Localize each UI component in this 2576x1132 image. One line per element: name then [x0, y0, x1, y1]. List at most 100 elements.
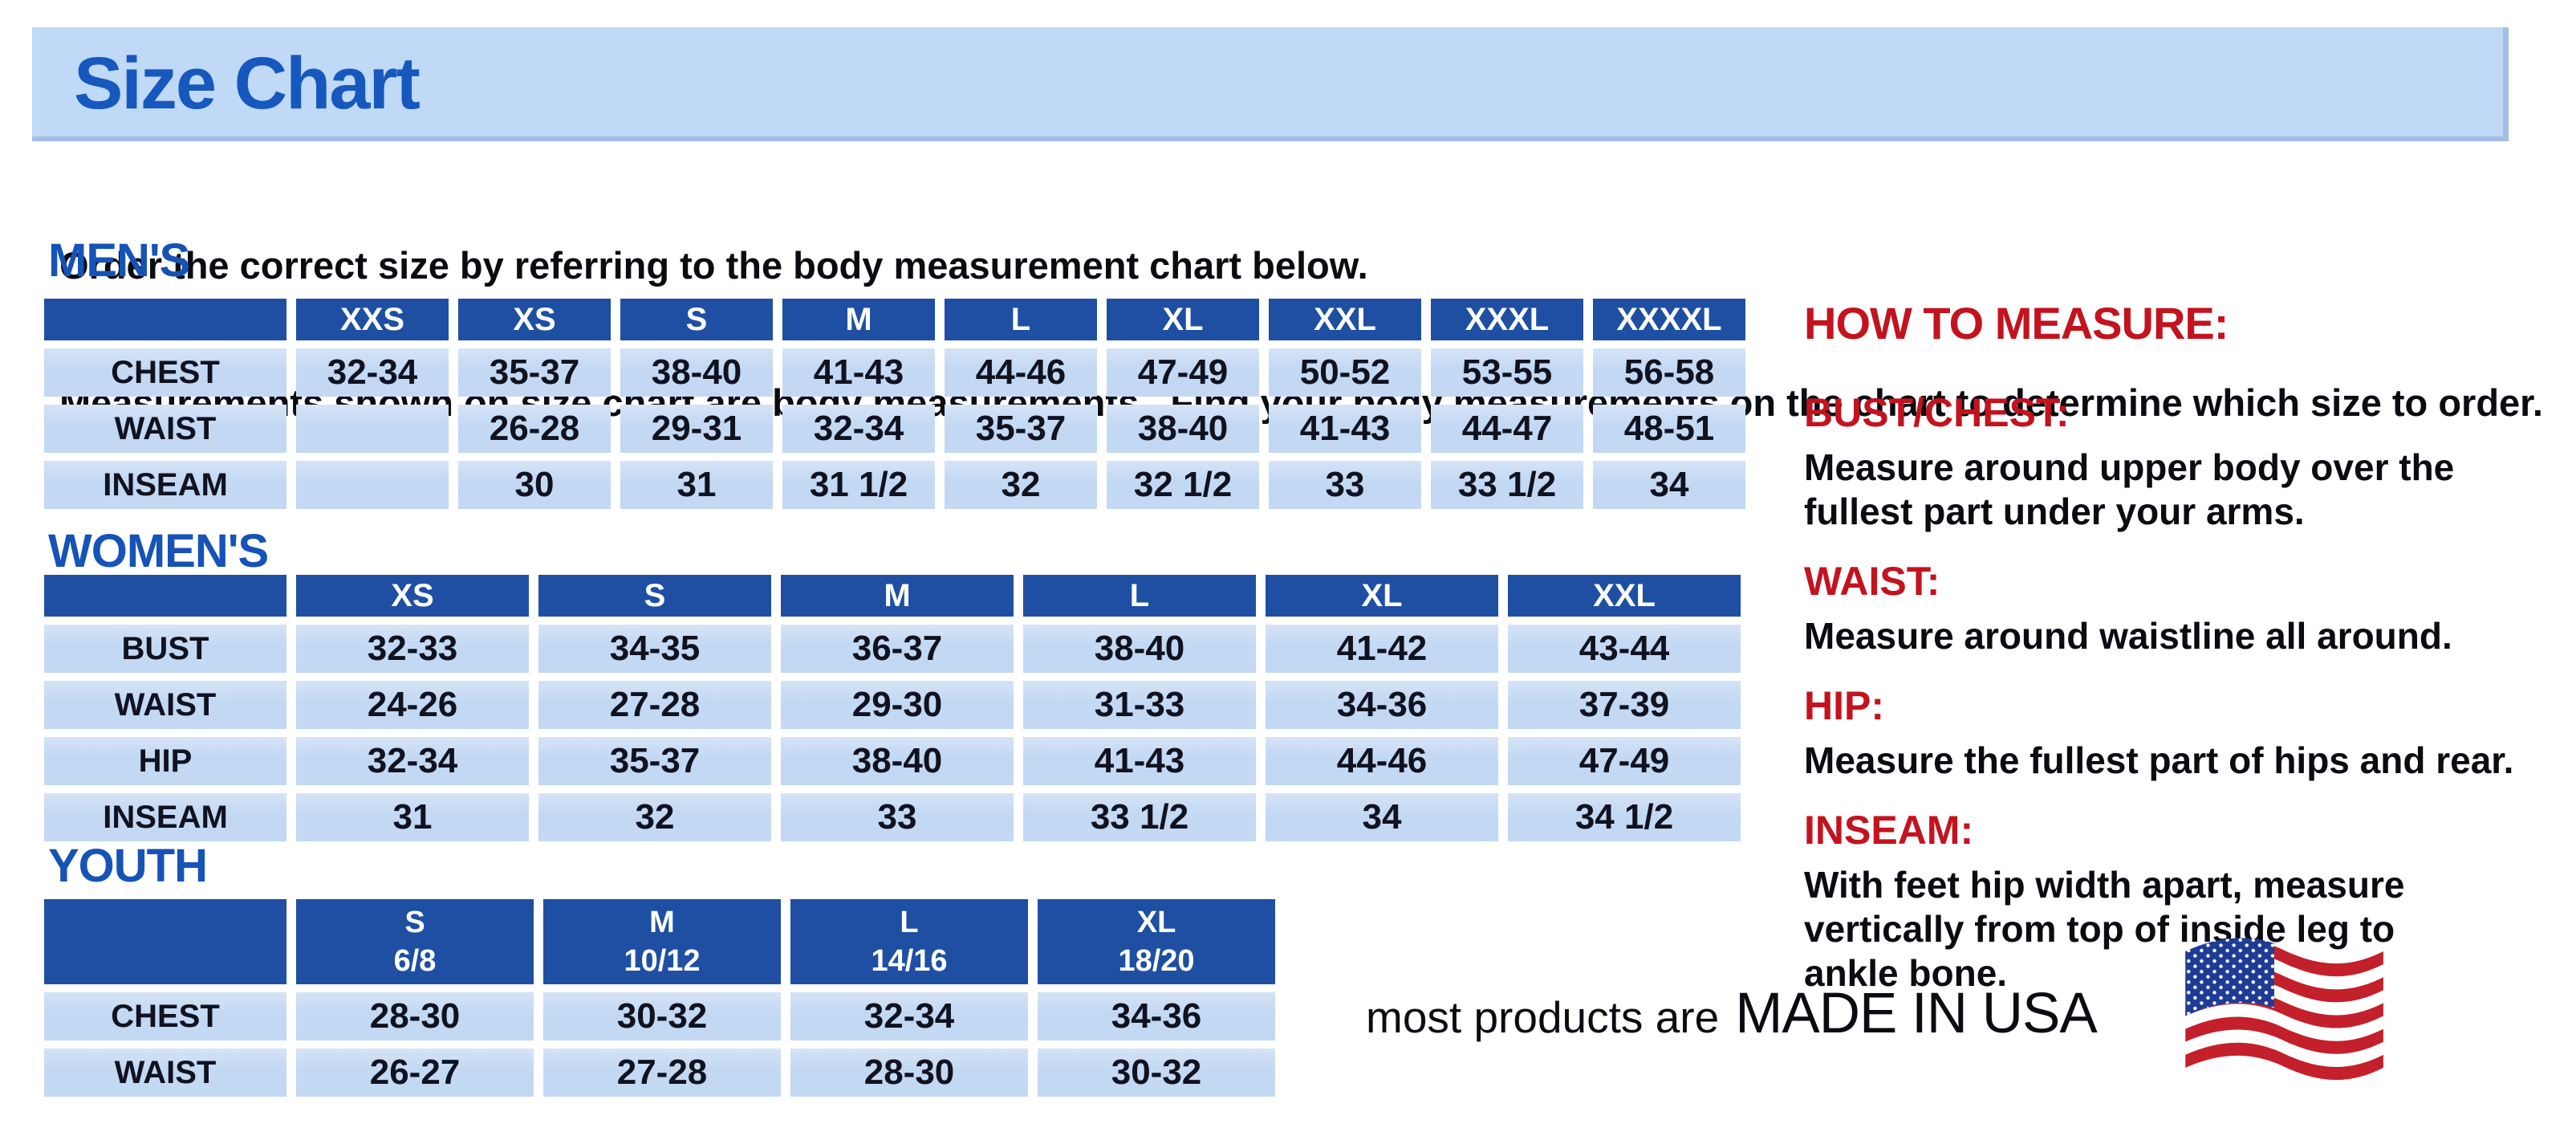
- measure-label-inseam: INSEAM:: [1804, 808, 1974, 853]
- size-cell: 32 1/2: [1107, 461, 1259, 509]
- size-cell: [296, 461, 449, 509]
- measure-text-waist: Measure around waistline all around.: [1804, 615, 2452, 657]
- size-cell: 31: [620, 461, 773, 509]
- size-cell: 24-26: [296, 681, 529, 729]
- row-label: BUST: [44, 625, 286, 673]
- mens-size-table: XXS XS S M L XL XXL XXXL XXXXL CHEST 32-…: [35, 291, 1755, 517]
- measure-text-bust-chest: Measure around upper body over the fulle…: [1804, 446, 2455, 532]
- size-cell: 43-44: [1508, 625, 1741, 673]
- size-cell: 32-34: [296, 348, 449, 397]
- col-header: XL: [1266, 575, 1498, 617]
- col-header: M: [781, 575, 1014, 617]
- size-cell: 44-47: [1431, 405, 1583, 453]
- youth-size-table: S 6/8 M 10/12 L 14/16 XL 18/20 CHEST 28-…: [35, 891, 1285, 1105]
- size-cell: 32-34: [296, 737, 529, 785]
- row-label: CHEST: [44, 348, 286, 397]
- size-cell: 47-49: [1508, 737, 1741, 785]
- col-header: L: [945, 299, 1097, 340]
- row-label: INSEAM: [44, 461, 286, 509]
- youth-range: 10/12: [624, 944, 701, 978]
- size-cell: 44-46: [945, 348, 1097, 397]
- col-header: S 6/8: [296, 899, 534, 984]
- size-cell: 29-31: [620, 405, 773, 453]
- size-cell: 32: [538, 793, 771, 841]
- youth-range: 6/8: [393, 944, 437, 978]
- col-header: L 14/16: [790, 899, 1028, 984]
- row-label: CHEST: [44, 992, 286, 1040]
- size-cell: 26-27: [296, 1049, 534, 1097]
- size-cell: 28-30: [790, 1049, 1028, 1097]
- intro-line-1: Order the correct size by referring to t…: [59, 244, 1368, 287]
- us-flag-icon: [2185, 938, 2383, 1081]
- size-cell: 38-40: [781, 737, 1014, 785]
- size-cell: 31 1/2: [782, 461, 935, 509]
- youth-size: XL: [1136, 906, 1176, 939]
- size-cell: 33: [1269, 461, 1421, 509]
- size-cell: 32-34: [782, 405, 935, 453]
- table-row: WAIST 24-26 27-28 29-30 31-33 34-36 37-3…: [44, 681, 1741, 729]
- size-cell: 35-37: [458, 348, 611, 397]
- size-cell: 30-32: [1038, 1049, 1275, 1097]
- section-title-womens: WOMEN'S: [48, 525, 269, 577]
- size-cell: 30: [458, 461, 611, 509]
- col-header: XXS: [296, 299, 449, 340]
- title-banner: Size Chart: [32, 27, 2509, 141]
- size-cell: 41-43: [1269, 405, 1421, 453]
- size-cell: 31-33: [1023, 681, 1256, 729]
- size-cell: 41-42: [1266, 625, 1498, 673]
- col-header: XS: [296, 575, 529, 617]
- col-header: M: [782, 299, 935, 340]
- size-cell: 27-28: [538, 681, 771, 729]
- size-cell: 56-58: [1593, 348, 1745, 397]
- size-cell: 35-37: [945, 405, 1097, 453]
- size-cell: 34-36: [1266, 681, 1498, 729]
- table-row: HIP 32-34 35-37 38-40 41-43 44-46 47-49: [44, 737, 1741, 785]
- table-row: CHEST 28-30 30-32 32-34 34-36: [44, 992, 1275, 1040]
- col-header: XXXXL: [1593, 299, 1745, 340]
- measure-text-hip: Measure the fullest part of hips and rea…: [1804, 739, 2514, 781]
- corner-cell: [44, 575, 286, 617]
- size-cell: 32-34: [790, 992, 1028, 1040]
- size-cell: 47-49: [1107, 348, 1259, 397]
- size-cell: [296, 405, 449, 453]
- womens-size-table: XS S M L XL XXL BUST 32-33 34-35 36-37 3…: [35, 567, 1750, 849]
- table-header-row: S 6/8 M 10/12 L 14/16 XL 18/20: [44, 899, 1275, 984]
- table-row: BUST 32-33 34-35 36-37 38-40 41-42 43-44: [44, 625, 1741, 673]
- table-header-row: XXS XS S M L XL XXL XXXL XXXXL: [44, 299, 1745, 340]
- size-cell: 33: [781, 793, 1014, 841]
- size-cell: 44-46: [1266, 737, 1498, 785]
- size-cell: 37-39: [1508, 681, 1741, 729]
- size-cell: 48-51: [1593, 405, 1745, 453]
- size-cell: 28-30: [296, 992, 534, 1040]
- row-label: INSEAM: [44, 793, 286, 841]
- size-cell: 34 1/2: [1508, 793, 1741, 841]
- col-header: XXL: [1508, 575, 1741, 617]
- table-row: INSEAM 31 32 33 33 1/2 34 34 1/2: [44, 793, 1741, 841]
- made-in-usa-prefix: most products are: [1366, 992, 1720, 1042]
- table-header-row: XS S M L XL XXL: [44, 575, 1741, 617]
- corner-cell: [44, 899, 286, 984]
- size-cell: 33 1/2: [1431, 461, 1583, 509]
- section-title-youth: YOUTH: [48, 840, 208, 892]
- col-header: XXXL: [1431, 299, 1583, 340]
- size-cell: 26-28: [458, 405, 611, 453]
- table-row: WAIST 26-28 29-31 32-34 35-37 38-40 41-4…: [44, 405, 1745, 453]
- size-cell: 36-37: [781, 625, 1014, 673]
- size-cell: 34-35: [538, 625, 771, 673]
- col-header: L: [1023, 575, 1256, 617]
- how-to-measure-panel: HOW TO MEASURE: BUST/CHEST: Measure arou…: [1804, 297, 2576, 996]
- size-cell: 53-55: [1431, 348, 1583, 397]
- measure-label-hip: HIP:: [1804, 683, 1884, 728]
- size-cell: 41-43: [1023, 737, 1256, 785]
- row-label: HIP: [44, 737, 286, 785]
- size-cell: 33 1/2: [1023, 793, 1256, 841]
- size-cell: 50-52: [1269, 348, 1421, 397]
- col-header: M 10/12: [543, 899, 781, 984]
- youth-size: M: [649, 906, 675, 939]
- size-cell: 38-40: [1107, 405, 1259, 453]
- measure-text-inseam: With feet hip width apart, measure verti…: [1804, 864, 2405, 994]
- col-header: XL: [1107, 299, 1259, 340]
- corner-cell: [44, 299, 286, 340]
- size-cell: 32: [945, 461, 1097, 509]
